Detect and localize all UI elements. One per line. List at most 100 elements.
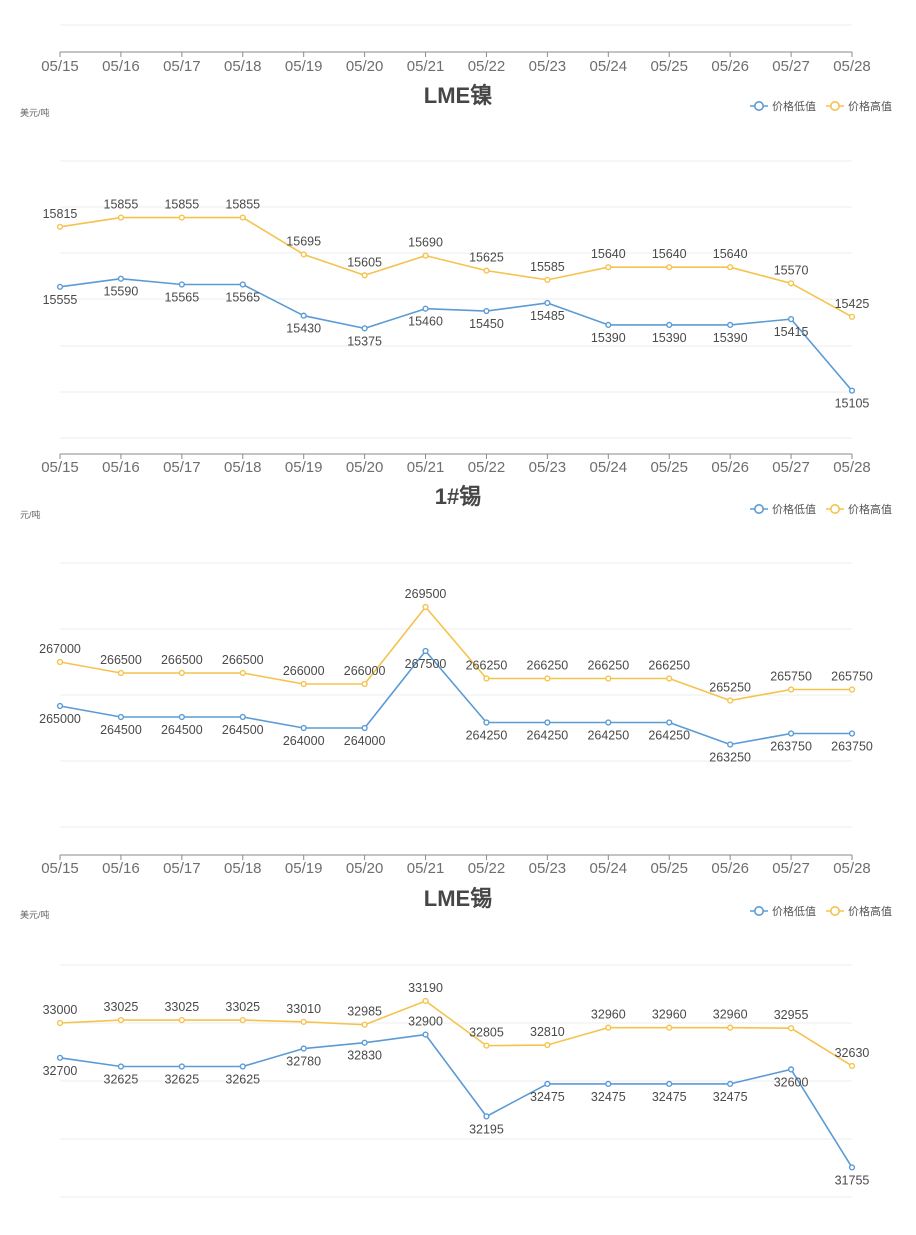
- data-label: 264500: [161, 723, 203, 737]
- x-tick-label: 05/17: [163, 58, 201, 75]
- y-axis-unit-label: 元/吨: [20, 509, 41, 520]
- data-label: 264500: [222, 723, 264, 737]
- x-tick-label: 05/24: [590, 459, 628, 476]
- legend-item: 价格低值: [750, 502, 816, 516]
- data-point: [727, 321, 734, 328]
- data-label: 33010: [286, 1002, 321, 1016]
- data-point: [300, 1045, 307, 1052]
- data-point: [483, 1042, 490, 1049]
- x-tick-label: 05/25: [650, 860, 688, 877]
- data-point: [117, 275, 125, 282]
- x-tick-label: 05/27: [772, 58, 810, 75]
- data-point: [605, 321, 612, 328]
- chart-title: LME镍: [424, 83, 492, 108]
- data-point: [544, 299, 551, 307]
- data-label: 15390: [713, 331, 748, 345]
- data-label: 15450: [469, 317, 504, 331]
- series-line-high: [59, 1000, 853, 1067]
- data-point: [56, 1019, 64, 1027]
- data-label: 269500: [405, 587, 447, 601]
- x-tick-label: 05/26: [711, 459, 749, 476]
- data-label: 32625: [225, 1073, 260, 1087]
- data-label: 32475: [713, 1090, 748, 1104]
- data-point: [727, 697, 734, 704]
- x-tick-label: 05/19: [285, 459, 323, 476]
- data-label: 15390: [591, 331, 626, 345]
- legend-item: 价格高值: [826, 502, 892, 516]
- data-label: 15565: [225, 290, 260, 304]
- series-line-low: [59, 650, 852, 746]
- y-axis-unit-label: 美元/吨: [20, 909, 50, 920]
- data-label: 32475: [530, 1090, 565, 1104]
- data-label: 32780: [286, 1055, 321, 1069]
- x-tick-label: 05/20: [346, 860, 384, 877]
- data-label: 15640: [591, 247, 626, 261]
- data-point: [848, 1062, 856, 1070]
- data-label: 15430: [286, 322, 321, 336]
- x-tick-label: 05/15: [41, 459, 79, 476]
- data-label: 33025: [164, 1000, 199, 1014]
- legend: 价格低值 价格高值: [750, 99, 892, 113]
- data-label: 15695: [286, 234, 321, 248]
- data-point: [848, 313, 856, 320]
- data-label: 33025: [104, 1000, 139, 1014]
- data-point: [787, 1066, 795, 1073]
- x-tick-label: 05/17: [163, 459, 201, 476]
- data-label: 15460: [408, 315, 443, 329]
- data-point: [300, 724, 307, 732]
- data-label: 31755: [835, 1173, 870, 1187]
- data-point: [178, 214, 185, 221]
- data-point: [544, 1041, 551, 1049]
- data-point: [483, 675, 490, 682]
- data-point: [848, 1164, 856, 1171]
- data-label: 265750: [770, 670, 812, 684]
- data-point: [178, 669, 185, 677]
- data-label: 15815: [43, 207, 78, 221]
- data-label: 32805: [469, 1026, 504, 1040]
- data-point: [239, 214, 246, 221]
- data-label: 264250: [648, 729, 690, 743]
- x-tick-label: 05/18: [224, 459, 262, 476]
- data-point: [422, 305, 429, 312]
- x-tick-label: 05/21: [407, 58, 445, 75]
- data-label: 15555: [43, 293, 78, 307]
- data-label: 15565: [164, 290, 199, 304]
- x-tick-label: 05/22: [468, 58, 506, 75]
- data-label: 266000: [283, 664, 325, 678]
- x-tick-label: 05/28: [833, 58, 871, 75]
- data-label: 32600: [774, 1075, 809, 1089]
- data-point: [787, 686, 795, 693]
- legend-marker-icon: [829, 503, 840, 514]
- data-point: [727, 264, 734, 271]
- chart-title: 1#锡: [435, 484, 481, 509]
- data-point: [605, 719, 612, 726]
- data-label: 15605: [347, 255, 382, 269]
- data-point: [666, 321, 673, 328]
- data-point: [666, 675, 673, 682]
- chart-title: LME锡: [424, 886, 492, 911]
- data-point: [483, 719, 490, 726]
- data-point: [178, 281, 185, 288]
- data-point: [666, 719, 673, 726]
- data-point: [605, 1024, 612, 1031]
- x-tick-label: 05/24: [590, 58, 628, 75]
- x-tick-label: 05/21: [407, 459, 445, 476]
- data-point: [605, 264, 612, 271]
- x-tick-label: 05/18: [224, 58, 262, 75]
- data-point: [56, 1054, 64, 1061]
- data-label: 32475: [652, 1090, 687, 1104]
- data-point: [422, 997, 429, 1005]
- data-point: [787, 280, 795, 287]
- data-label: 263750: [831, 740, 873, 754]
- legend-label: 价格低值: [772, 99, 816, 113]
- data-point: [239, 281, 246, 288]
- data-point: [361, 724, 368, 732]
- legend-label: 价格高值: [848, 99, 892, 113]
- data-label: 32475: [591, 1090, 626, 1104]
- data-point: [300, 1018, 307, 1025]
- data-point: [544, 675, 551, 682]
- data-label: 15855: [225, 198, 260, 212]
- x-tick-label: 05/16: [102, 860, 140, 877]
